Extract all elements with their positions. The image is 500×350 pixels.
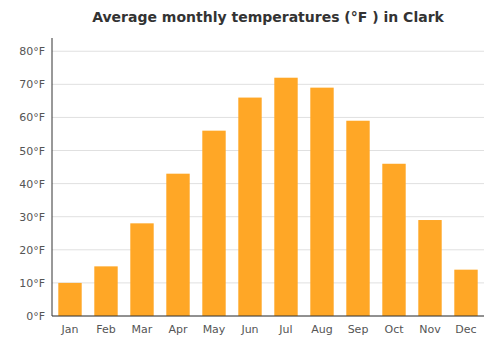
grid-line	[52, 183, 484, 184]
x-tick-label: Aug	[311, 323, 332, 336]
bar	[310, 88, 333, 316]
bar	[274, 78, 297, 316]
x-tick-label: Nov	[419, 323, 441, 336]
x-tick-label: Jan	[61, 323, 79, 336]
bar	[238, 98, 261, 316]
bar	[166, 174, 189, 316]
x-axis: Jan Feb Mar Apr May Jun Jul Aug Sep Oct Nov Dec	[61, 323, 477, 336]
y-tick-label: 40°F	[19, 178, 45, 191]
y-tick-label: 0°F	[26, 310, 45, 323]
bar	[130, 223, 153, 316]
grid-line	[52, 84, 484, 85]
y-tick-label: 30°F	[19, 211, 45, 224]
x-tick-label: Mar	[132, 323, 153, 336]
y-tick-label: 80°F	[19, 45, 45, 58]
grid-line	[52, 51, 484, 52]
chart-container: Average monthly temperatures (°F ) in Cl…	[0, 0, 500, 350]
x-tick-label: Apr	[168, 323, 188, 336]
x-tick-label: Jun	[240, 323, 258, 336]
chart-svg: Average monthly temperatures (°F ) in Cl…	[0, 0, 500, 350]
bar	[382, 164, 405, 316]
bar	[202, 131, 225, 316]
bars	[58, 78, 477, 316]
grid	[52, 51, 484, 316]
bar	[58, 283, 81, 316]
y-tick-label: 20°F	[19, 244, 45, 257]
x-tick-label: May	[203, 323, 226, 336]
x-tick-label: Sep	[348, 323, 369, 336]
x-tick-label: Dec	[455, 323, 476, 336]
y-axis-line	[52, 38, 53, 316]
grid-line	[52, 117, 484, 118]
y-axis: 0°F 10°F 20°F 30°F 40°F 50°F 60°F 70°F 80°F	[19, 45, 45, 323]
grid-line	[52, 316, 484, 317]
grid-line	[52, 150, 484, 151]
x-tick-label: Feb	[96, 323, 115, 336]
bar	[94, 266, 117, 316]
y-tick-label: 60°F	[19, 111, 45, 124]
bar	[454, 270, 477, 316]
chart-title: Average monthly temperatures (°F ) in Cl…	[92, 9, 444, 25]
bar	[418, 220, 441, 316]
x-tick-label: Jul	[278, 323, 292, 336]
x-tick-label: Oct	[384, 323, 404, 336]
y-tick-label: 70°F	[19, 78, 45, 91]
y-tick-label: 50°F	[19, 145, 45, 158]
x-axis-line	[52, 316, 484, 317]
y-tick-label: 10°F	[19, 277, 45, 290]
bar	[346, 121, 369, 316]
grid-line	[52, 216, 484, 217]
